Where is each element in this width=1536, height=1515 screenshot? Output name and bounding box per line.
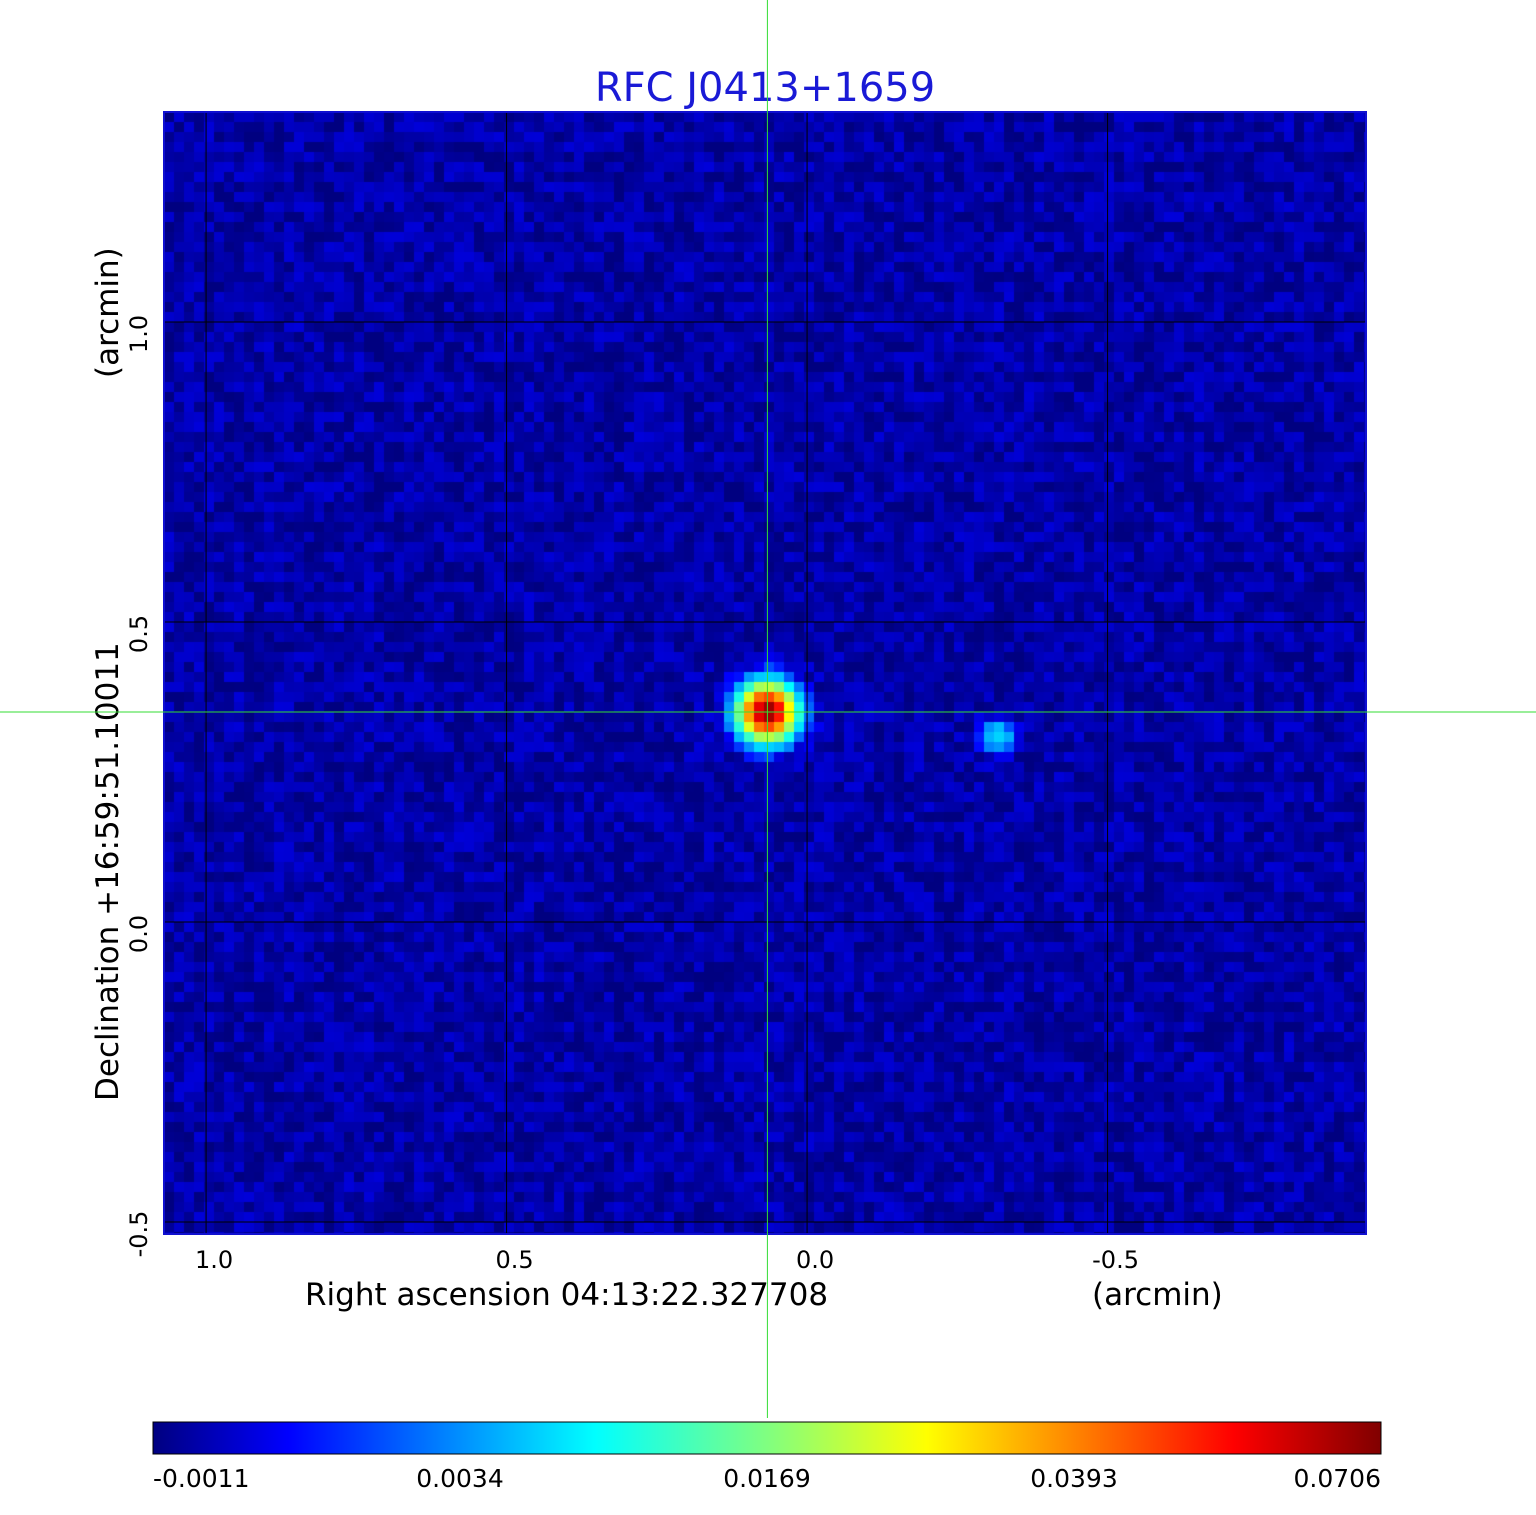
colorbar-tick-label: 0.0706 [1294,1464,1381,1493]
y-axis-unit: (arcmin) [90,247,126,378]
x-tick-label: 0.0 [796,1246,834,1274]
colorbar-tick-label: 0.0034 [416,1464,503,1493]
grid [164,112,1366,1234]
y-tick-label: 1.0 [125,315,153,353]
image-container [164,112,1366,1234]
colorbar-tick-label: 0.0169 [723,1464,810,1493]
y-axis-label: Declination +16:59:51.10011 [90,642,126,1101]
x-axis-ticks: 1.0 0.5 0.0 -0.5 [195,1246,1139,1274]
x-tick-label: 1.0 [195,1246,233,1274]
crosshair [0,0,1536,1418]
y-axis-ticks: 1.0 0.5 0.0 -0.5 [125,315,153,1258]
colorbar-tick-label: 0.0393 [1030,1464,1117,1493]
x-axis-unit: (arcmin) [1092,1277,1223,1313]
x-axis-label: Right ascension 04:13:22.327708 [305,1277,828,1313]
x-tick-label: 0.5 [495,1246,533,1274]
y-tick-label: 0.0 [125,915,153,953]
colorbar-labels: -0.0011 0.0034 0.0169 0.0393 0.0706 [153,1464,1381,1493]
y-tick-label: -0.5 [125,1211,153,1258]
colorbar-tick-label: -0.0011 [153,1464,250,1493]
x-tick-label: -0.5 [1092,1246,1139,1274]
plot-frame [163,111,1367,1235]
colorbar [152,1421,1382,1455]
chart-title: RFC J0413+1659 [595,65,935,111]
intensity-map [164,112,1366,1234]
y-tick-label: 0.5 [125,615,153,653]
